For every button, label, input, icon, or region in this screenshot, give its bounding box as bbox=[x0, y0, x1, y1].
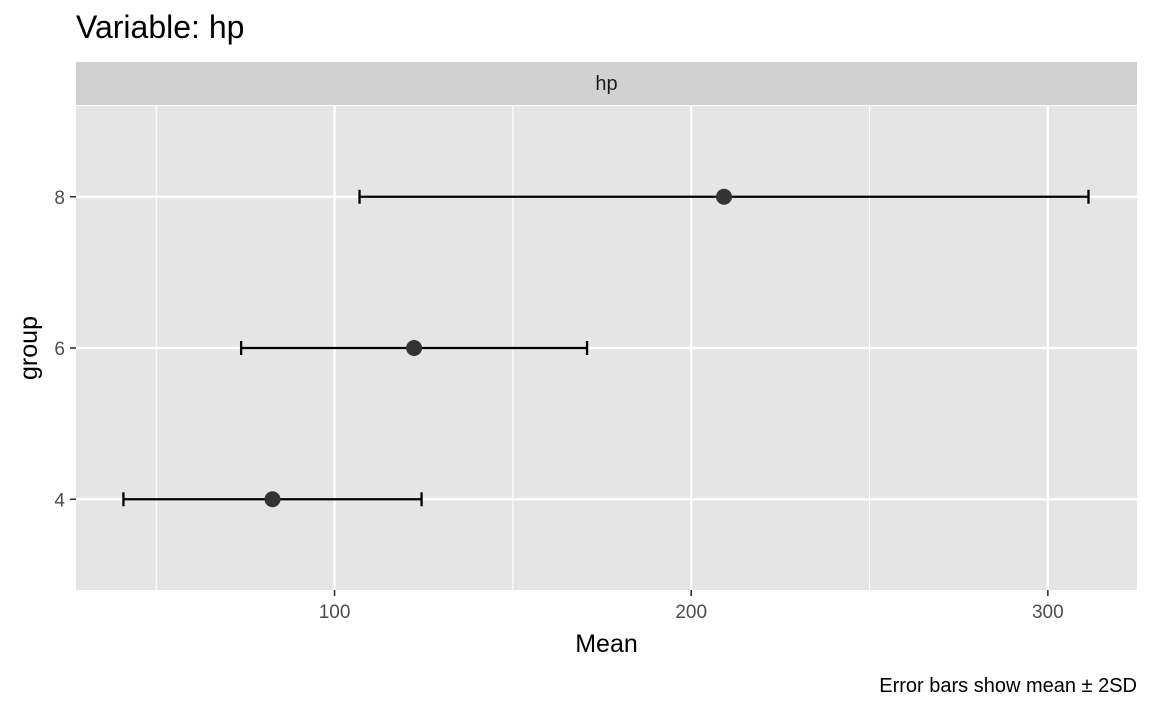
y-axis-title: group bbox=[15, 316, 43, 380]
mean-points bbox=[264, 188, 733, 508]
chart-caption: Error bars show mean ± 2SD bbox=[879, 675, 1137, 697]
y-axis-ticks: 4 6 8 bbox=[54, 188, 76, 511]
mean-point-4 bbox=[264, 491, 281, 508]
facet-strip-label: hp bbox=[595, 73, 617, 95]
mean-point-6 bbox=[406, 340, 423, 356]
chart-title: Variable: hp bbox=[76, 9, 244, 45]
y-tick-label: 4 bbox=[54, 490, 65, 511]
x-axis-ticks: 100 200 300 bbox=[319, 590, 1064, 623]
x-tick-label: 300 bbox=[1032, 602, 1064, 623]
x-tick-label: 100 bbox=[319, 602, 351, 623]
y-tick-label: 8 bbox=[54, 188, 65, 209]
facet-strip bbox=[76, 62, 1137, 105]
x-tick-label: 200 bbox=[675, 602, 707, 623]
mean-point-8 bbox=[716, 188, 733, 205]
y-tick-label: 6 bbox=[54, 339, 65, 360]
x-axis-title: Mean bbox=[575, 630, 638, 658]
